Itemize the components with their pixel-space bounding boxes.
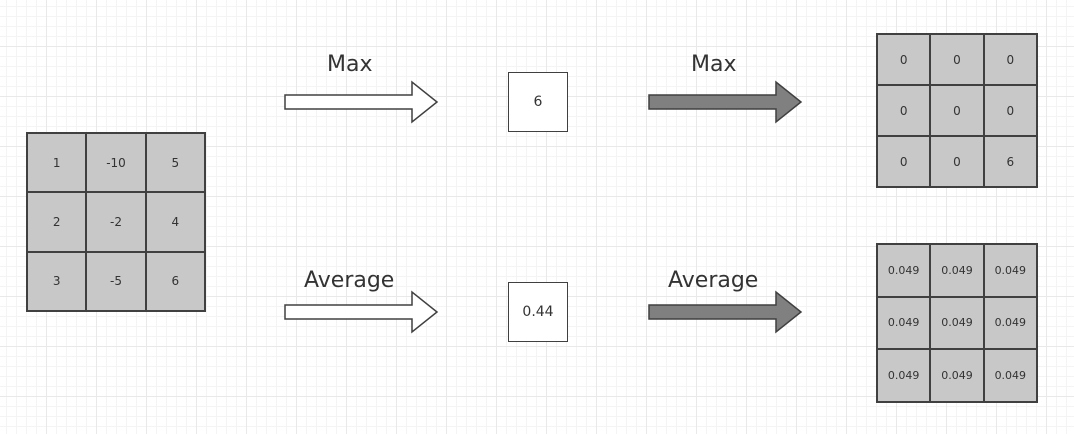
average-output-cell: 0.049 [930,296,984,350]
max-output-cell: 0 [930,85,984,136]
input-matrix-cell: -5 [86,251,146,311]
max-result-value: 6 [533,94,543,110]
max-result-box: 6 [508,72,568,132]
max-forward-arrow [284,80,439,124]
max-output-cell: 0 [877,34,931,85]
average-result-box: 0.44 [508,282,568,342]
max-output-cell: 0 [930,136,984,187]
max-output-cell: 6 [983,136,1037,187]
average-forward-label: Average [304,268,395,293]
input-matrix-cell: 6 [145,251,205,311]
average-backward-arrow [648,290,803,334]
max-backward-arrow [648,80,803,124]
average-forward-arrow [284,290,439,334]
average-output-cell: 0.049 [983,244,1037,297]
average-output-matrix: 0.049 0.049 0.049 0.049 0.049 0.049 0.049 0.049… [876,243,1038,403]
average-forward-arrow-shape [284,290,439,334]
input-matrix-cell: 1 [27,133,87,193]
max-forward-label: Max [327,52,373,77]
max-output-cell: 0 [877,136,931,187]
input-matrix-cell: 2 [27,192,87,252]
average-backward-label: Average [668,268,759,293]
average-output-cell: 0.049 [877,296,931,350]
max-forward-arrow-shape [284,80,439,124]
max-backward-label: Max [691,52,737,77]
average-result-value: 0.44 [522,304,554,320]
max-backward-arrow-shape [648,80,803,124]
max-output-cell: 0 [983,34,1037,85]
input-matrix-cell: -10 [86,133,146,193]
average-backward-arrow-shape [648,290,803,334]
input-matrix: 1 -10 5 2 -2 4 3 -5 6 [26,132,206,312]
average-output-cell: 0.049 [983,296,1037,350]
average-output-cell: 0.049 [877,349,931,402]
average-output-cell: 0.049 [930,349,984,402]
max-output-cell: 0 [930,34,984,85]
average-output-cell: 0.049 [930,244,984,297]
average-output-cell: 0.049 [877,244,931,297]
average-output-cell: 0.049 [983,349,1037,402]
input-matrix-cell: -2 [86,192,146,252]
max-output-cell: 0 [983,85,1037,136]
input-matrix-cell: 4 [145,192,205,252]
input-matrix-cell: 5 [145,133,205,193]
max-output-cell: 0 [877,85,931,136]
input-matrix-cell: 3 [27,251,87,311]
